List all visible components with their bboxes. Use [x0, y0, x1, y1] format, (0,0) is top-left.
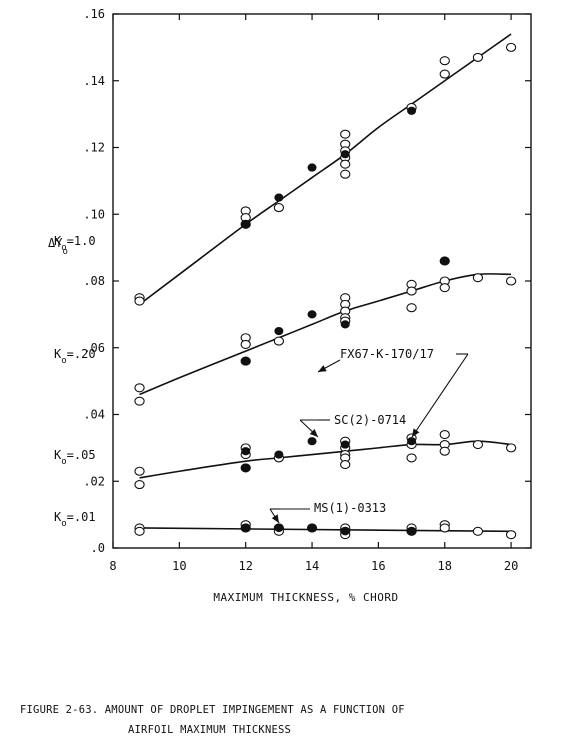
open-circle-point	[439, 69, 450, 79]
filled-circle-point	[241, 463, 251, 472]
open-circle-point	[472, 526, 484, 536]
fit-curves	[139, 33, 512, 533]
annotation-sc2: SC(2)-0714	[334, 413, 406, 427]
open-circle-point	[134, 526, 145, 536]
filled-circle-point	[274, 326, 284, 336]
open-circle-point	[340, 460, 351, 470]
droplet-impingement-chart: .0.02.04.06.08.10.12.14.168 10 12 14 16 18 20 …	[48, 7, 532, 604]
open-circle-point	[134, 383, 145, 393]
caption-line-1: FIGURE 2-63. AMOUNT OF DROPLET IMPINGEME…	[20, 704, 405, 716]
y-axis-title: ΔYo	[48, 236, 68, 257]
curve-label-3: Ko=.01	[54, 510, 96, 529]
open-circle-point	[439, 283, 450, 293]
caption-line-2: AIRFOIL MAXIMUM THICKNESS	[128, 724, 292, 736]
y-tick-label: .16	[83, 7, 105, 21]
y-tick-label: .02	[83, 474, 105, 488]
axis-ticks: .0 .02 .04 .06 .08 .10 .12 .14 .16 8 10 12 14 16 18 20	[83, 7, 531, 573]
curve-label-1: Ko=.20	[54, 347, 96, 366]
fit-curve-series-3	[139, 527, 512, 533]
y-tick-label: .14	[83, 74, 105, 88]
curve-labels: Ko=1.0 Ko=.20 Ko=.05 Ko=.01	[54, 234, 96, 529]
open-circle-point	[340, 169, 351, 179]
open-circle-point	[439, 523, 450, 533]
fx67-arrow-2-arrowhead	[318, 365, 327, 372]
data-points	[134, 42, 517, 540]
plot-border	[112, 13, 532, 549]
open-circle-point	[505, 530, 517, 540]
x-tick-label: 20	[504, 559, 518, 573]
x-tick-label: 10	[172, 559, 186, 573]
open-circle-point	[134, 396, 145, 406]
sc2-arrow-arrowhead	[309, 428, 318, 437]
open-circle-point	[273, 203, 285, 213]
open-circle-point	[472, 439, 484, 450]
annotation-ms1: MS(1)-0313	[314, 501, 386, 515]
filled-circle-point	[307, 163, 317, 172]
annotation-fx67: FX67-K-170/17	[340, 347, 434, 361]
x-tick-label: 16	[371, 559, 385, 573]
open-circle-point	[406, 286, 417, 296]
open-circle-point	[134, 480, 145, 490]
curve-label-2: Ko=.05	[54, 448, 96, 467]
open-circle-point	[439, 429, 450, 440]
open-circle-point	[505, 42, 517, 52]
ms1-arrow-arrowhead	[271, 514, 279, 523]
filled-circle-point	[241, 357, 251, 366]
filled-circle-point	[241, 523, 251, 533]
fx67-arrow-1-arrowhead	[412, 428, 420, 437]
y-axis-title-sub: o	[62, 247, 67, 257]
y-tick-label: .04	[83, 408, 105, 422]
fit-curve-series-2	[139, 440, 512, 479]
open-circle-point	[439, 56, 450, 66]
open-circle-point	[406, 303, 417, 313]
y-tick-label: .10	[83, 207, 105, 221]
x-tick-label: 12	[238, 559, 252, 573]
filled-circle-point	[340, 320, 350, 329]
open-circle-point	[505, 276, 517, 286]
open-circle-point	[340, 159, 351, 169]
open-circle-point	[439, 446, 450, 456]
filled-circle-point	[440, 256, 450, 266]
open-circle-point	[472, 52, 484, 62]
x-tick-label: 18	[438, 559, 452, 573]
open-circle-point	[340, 129, 351, 139]
filled-circle-point	[307, 310, 317, 319]
filled-circle-point	[241, 447, 251, 456]
y-tick-label: .06	[83, 341, 105, 355]
plot-frame	[112, 13, 532, 549]
open-circle-point	[472, 273, 484, 283]
open-circle-point	[240, 339, 251, 349]
filled-circle-point	[274, 450, 284, 459]
open-circle-point	[134, 296, 145, 306]
y-axis-title-main: ΔY	[48, 236, 63, 250]
open-circle-point	[273, 336, 285, 346]
fit-curve-series-0	[139, 33, 512, 306]
airfoil-annotations: FX67-K-170/17 SC(2)-0714 MS(1)-0313	[269, 347, 469, 524]
filled-circle-point	[307, 523, 317, 533]
curve-label-0: Ko=1.0	[54, 234, 96, 253]
fx67-arrow-1-leader	[411, 353, 469, 438]
fit-curve-series-1	[139, 273, 512, 396]
svg-text:ΔYo: ΔYo	[48, 236, 68, 257]
open-circle-point	[406, 453, 417, 463]
filled-circle-point	[407, 527, 417, 536]
filled-circle-point	[340, 440, 350, 449]
x-tick-label: 14	[305, 559, 319, 573]
filled-circle-point	[407, 106, 417, 115]
filled-circle-point	[407, 437, 417, 446]
y-tick-label: .12	[83, 141, 105, 155]
x-tick-label: 8	[109, 559, 116, 573]
open-circle-point	[134, 466, 145, 476]
figure-caption: FIGURE 2-63. AMOUNT OF DROPLET IMPINGEME…	[20, 700, 560, 740]
filled-circle-point	[241, 220, 251, 229]
filled-circle-point	[307, 437, 317, 446]
y-tick-label: .08	[83, 274, 105, 288]
filled-circle-point	[274, 523, 284, 533]
filled-circle-point	[340, 527, 350, 536]
y-tick-label: .0	[91, 541, 105, 555]
filled-circle-point	[340, 150, 350, 159]
open-circle-point	[505, 443, 517, 453]
filled-circle-point	[274, 193, 284, 202]
x-axis-title: MAXIMUM THICKNESS, % CHORD	[213, 591, 398, 604]
